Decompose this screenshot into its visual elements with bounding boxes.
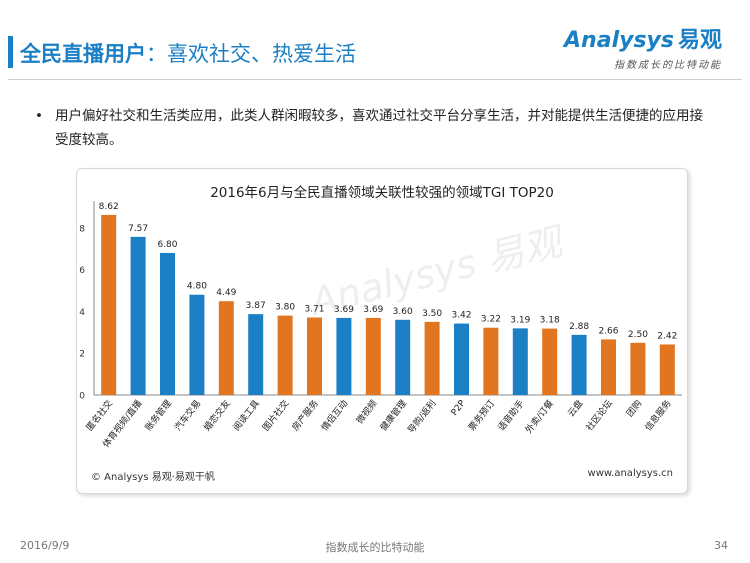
bar-value-label: 3.22 xyxy=(481,315,501,325)
bar-value-label: 3.80 xyxy=(275,303,295,313)
x-tick-label: 微视频 xyxy=(354,397,380,426)
x-tick-label: 票务预订 xyxy=(466,397,498,433)
x-tick-label: 匿名社交 xyxy=(83,397,115,433)
chart-title: 2016年6月与全民直播领域关联性较强的领域TGI TOP20 xyxy=(210,185,554,201)
title-accent-bar xyxy=(8,36,13,68)
x-tick-label: 房产服务 xyxy=(289,397,321,433)
bar-value-label: 2.66 xyxy=(598,326,618,336)
x-tick-label: 账务管理 xyxy=(142,397,174,433)
bar-value-label: 2.88 xyxy=(569,322,589,332)
brand-slogan: 指数成长的比特动能 xyxy=(614,60,722,71)
bullet-text: 用户偏好社交和生活类应用，此类人群闲暇较多，喜欢通过社交平台分享生活，并对能提供… xyxy=(55,108,703,148)
x-tick-label: 外卖/订餐 xyxy=(523,397,556,435)
bar-value-label: 3.71 xyxy=(304,305,324,315)
x-tick-label: 汽车交易 xyxy=(172,397,204,433)
bar-chart: 024688.62匿名社交7.57体育视频/直播6.80账务管理4.80汽车交易… xyxy=(79,201,682,450)
brand-logo-block: Analysys 易观 指数成长的比特动能 xyxy=(564,22,722,71)
y-tick-label: 8 xyxy=(79,224,85,234)
bar xyxy=(248,314,264,395)
bar-value-label: 3.42 xyxy=(451,311,471,321)
bar xyxy=(307,317,322,395)
bar xyxy=(130,236,146,395)
x-tick-label: 情侣互动 xyxy=(319,397,351,433)
bar xyxy=(424,321,440,395)
bar xyxy=(571,334,587,395)
chart-website: www.analysys.cn xyxy=(587,468,673,479)
bar xyxy=(101,214,117,395)
x-tick-label: 健康管理 xyxy=(377,397,409,433)
header-divider xyxy=(8,79,742,80)
bar xyxy=(542,328,558,395)
bar xyxy=(512,328,528,395)
bar xyxy=(336,317,352,395)
bar xyxy=(189,294,205,395)
x-tick-label: 社区论坛 xyxy=(583,397,615,433)
bar xyxy=(218,301,234,395)
bar xyxy=(601,339,616,395)
y-tick-label: 0 xyxy=(79,392,85,402)
brand-logo-text: Analysys xyxy=(564,28,674,53)
x-tick-label: P2P xyxy=(450,398,468,418)
bar xyxy=(630,342,646,395)
y-tick-label: 4 xyxy=(79,308,85,318)
title-bar: 全民直播用户：喜欢社交、热爱生活 xyxy=(0,32,750,72)
bar xyxy=(160,252,175,395)
footer-slogan: 指数成长的比特动能 xyxy=(325,541,425,554)
y-tick-label: 2 xyxy=(79,350,85,360)
footer-date: 2016/9/9 xyxy=(20,539,70,552)
bar xyxy=(277,315,293,395)
bar-value-label: 3.69 xyxy=(363,305,383,315)
bar-value-label: 6.80 xyxy=(157,240,177,250)
brand-logo-cn: 易观 xyxy=(677,28,722,53)
bullet-point: • 用户偏好社交和生活类应用，此类人群闲暇较多，喜欢通过社交平台分享生活，并对能… xyxy=(35,104,705,152)
bar-value-label: 3.69 xyxy=(334,305,354,315)
page-title-main: 全民直播用户 xyxy=(20,42,146,66)
bar-value-label: 4.80 xyxy=(187,282,207,292)
bullet-dot-icon: • xyxy=(35,108,43,124)
bar-value-label: 3.18 xyxy=(540,316,560,326)
bar-value-label: 4.49 xyxy=(216,288,236,298)
chart-panel: Analysys 易观 2016年6月与全民直播领域关联性较强的领域TGI TO… xyxy=(76,168,688,494)
page-title-sub: ：喜欢社交、热爱生活 xyxy=(146,42,356,66)
x-tick-label: 导购/返利 xyxy=(405,397,438,435)
bar-value-label: 7.57 xyxy=(128,224,148,234)
bar-value-label: 3.60 xyxy=(393,307,413,317)
brand-logo: Analysys 易观 xyxy=(564,22,722,54)
x-tick-label: 团购 xyxy=(624,397,645,419)
bar xyxy=(659,344,675,395)
x-tick-label: 语音助手 xyxy=(495,397,527,433)
x-tick-label: 云盘 xyxy=(565,397,586,419)
x-tick-label: 信息服务 xyxy=(642,397,674,433)
x-tick-label: 阅读工具 xyxy=(230,397,262,433)
page-title: 全民直播用户：喜欢社交、热爱生活 xyxy=(20,38,356,68)
x-tick-label: 图片社交 xyxy=(260,397,292,433)
bar xyxy=(365,317,381,395)
bar xyxy=(395,319,411,395)
footer-page-number: 34 xyxy=(714,539,728,552)
chart-source: © Analysys 易观·易观干帆 xyxy=(91,472,215,483)
bar-value-label: 3.87 xyxy=(246,301,266,311)
bar-value-label: 3.19 xyxy=(510,315,530,325)
bar-value-label: 2.50 xyxy=(628,330,648,340)
bar-value-label: 2.42 xyxy=(657,331,677,341)
bar-value-label: 8.62 xyxy=(99,202,119,212)
y-tick-label: 6 xyxy=(79,266,85,276)
x-tick-label: 婚恋交友 xyxy=(201,397,233,433)
bar xyxy=(454,323,469,395)
bar xyxy=(483,327,499,395)
bar-value-label: 3.50 xyxy=(422,309,442,319)
